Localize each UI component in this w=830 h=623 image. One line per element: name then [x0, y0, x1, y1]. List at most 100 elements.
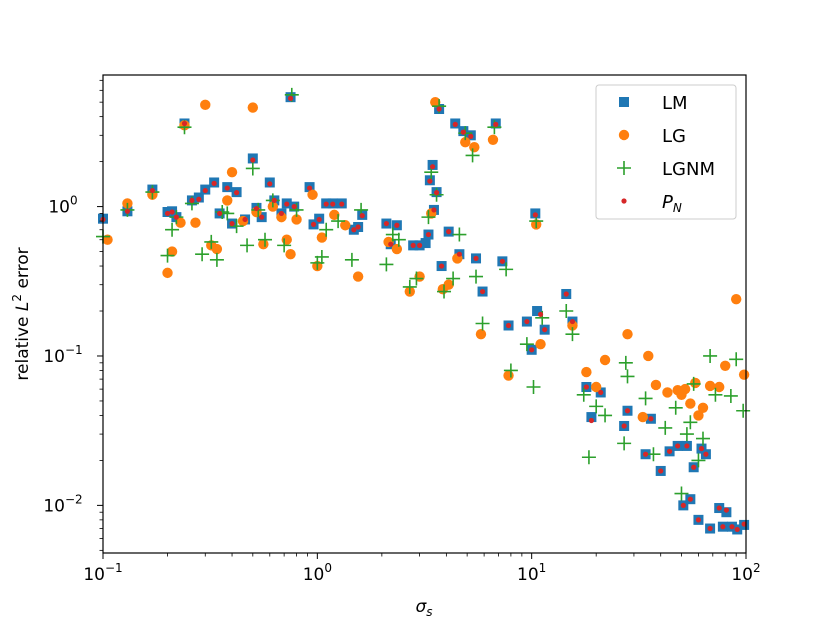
x-tick-label-3: 102: [731, 561, 760, 585]
lm-point-39: [420, 238, 431, 249]
lg-point-62: [720, 360, 731, 371]
pn-point-46: [446, 229, 452, 235]
pn-point-19: [267, 181, 273, 187]
lg-point-8: [200, 99, 211, 111]
legend-marker-pn: [621, 198, 627, 204]
lg-point-20: [285, 249, 296, 260]
lgnm-point-74: [736, 403, 751, 418]
lgnm-point-4: [165, 222, 180, 237]
lg-point-59: [697, 402, 709, 413]
pn-point-78: [698, 445, 705, 452]
lgnm-point-37: [437, 284, 452, 299]
series-pn: [100, 95, 747, 533]
pn-point-16: [250, 157, 256, 163]
pn-point-60: [542, 327, 548, 333]
pn-point-7: [189, 197, 195, 204]
lgnm-point-57: [617, 436, 632, 451]
lg-point-10: [211, 243, 223, 255]
lgnm-point-3: [160, 248, 175, 263]
lgnm-point-41: [465, 148, 480, 163]
pn-point-68: [642, 451, 649, 457]
lg-point-37: [460, 136, 471, 148]
pn-point-20: [271, 197, 277, 204]
lg-point-63: [730, 293, 742, 305]
lgnm-point-9: [204, 234, 219, 249]
pn-point-36: [394, 222, 400, 228]
lg-point-48: [622, 328, 633, 340]
pn-point-12: [224, 185, 230, 191]
lg-point-51: [650, 379, 662, 391]
pn-point-17: [253, 205, 260, 212]
lgnm-point-43: [475, 316, 490, 331]
lgnm-point-26: [344, 252, 359, 267]
lg-point-47: [599, 354, 611, 366]
pn-point-27: [316, 216, 322, 223]
pn-point-26: [310, 221, 317, 227]
pn-point-55: [505, 322, 512, 329]
legend-entry-lgnm: LGNM: [617, 159, 715, 180]
legend-box: [595, 84, 737, 220]
lg-point-4: [166, 246, 178, 257]
lgnm-point-8: [195, 247, 210, 262]
pn-point-24: [291, 203, 297, 210]
lgnm-point-14: [240, 238, 255, 253]
y-axis-label: relative L2 error: [10, 247, 33, 380]
lgnm-point-46: [503, 363, 518, 378]
lgnm-point-19: [277, 238, 292, 253]
lg-point-5: [175, 217, 186, 228]
pn-point-59: [537, 311, 544, 317]
lg-point-11: [222, 195, 233, 206]
pn-point-47: [452, 121, 458, 127]
lgnm-point-61: [646, 447, 661, 462]
lgnm-point-24: [319, 222, 334, 237]
pn-point-70: [658, 468, 664, 474]
lgnm-point-15: [245, 161, 260, 176]
pn-point-39: [425, 231, 432, 238]
pn-point-41: [430, 164, 436, 170]
lgnm-point-71: [708, 387, 723, 402]
lgnm-point-51: [559, 304, 574, 319]
pn-point-84: [729, 524, 735, 530]
pn-point-67: [624, 408, 631, 414]
pn-point-43: [433, 190, 440, 196]
pn-point-72: [675, 443, 681, 449]
lgnm-point-65: [679, 427, 694, 442]
lgnm-point-56: [598, 408, 613, 423]
lgnm-point-47: [519, 337, 534, 352]
lgnm-point-30: [391, 232, 406, 247]
pn-point-1: [124, 208, 131, 214]
x-tick-label-2: 101: [517, 561, 546, 585]
pn-point-71: [666, 448, 673, 454]
lg-point-58: [693, 410, 704, 421]
legend-entry-pn: PN: [621, 192, 682, 215]
pn-point-57: [529, 347, 535, 353]
pn-point-21: [278, 210, 285, 217]
lg-point-39: [475, 328, 487, 340]
lg-point-3: [162, 267, 173, 279]
pn-point-22: [284, 201, 290, 207]
lgnm-point-63: [668, 400, 683, 415]
pn-point-4: [169, 209, 175, 215]
y-tick-label-0: 10−2: [43, 492, 82, 516]
pn-point-30: [339, 201, 345, 207]
lgnm-point-72: [723, 388, 738, 403]
pn-point-85: [734, 526, 740, 533]
pn-point-40: [427, 178, 433, 184]
pn-point-28: [323, 201, 329, 207]
lg-point-18: [276, 211, 287, 223]
lm-point-65: [586, 412, 597, 423]
lgnm-point-52: [565, 327, 580, 342]
legend-marker-lg: [618, 129, 630, 141]
legend-label-lgnm: LGNM: [662, 159, 715, 180]
lgnm-point-12: [220, 206, 235, 221]
lgnm-point-60: [638, 391, 653, 406]
chart-marks: [96, 87, 751, 535]
legend-label-lm: LM: [662, 93, 688, 114]
pn-point-2: [149, 187, 155, 194]
lg-point-56: [685, 398, 696, 409]
lgnm-point-31: [402, 279, 417, 294]
pn-point-74: [684, 443, 690, 449]
pn-point-52: [479, 288, 486, 295]
series-lgnm: [96, 87, 751, 501]
